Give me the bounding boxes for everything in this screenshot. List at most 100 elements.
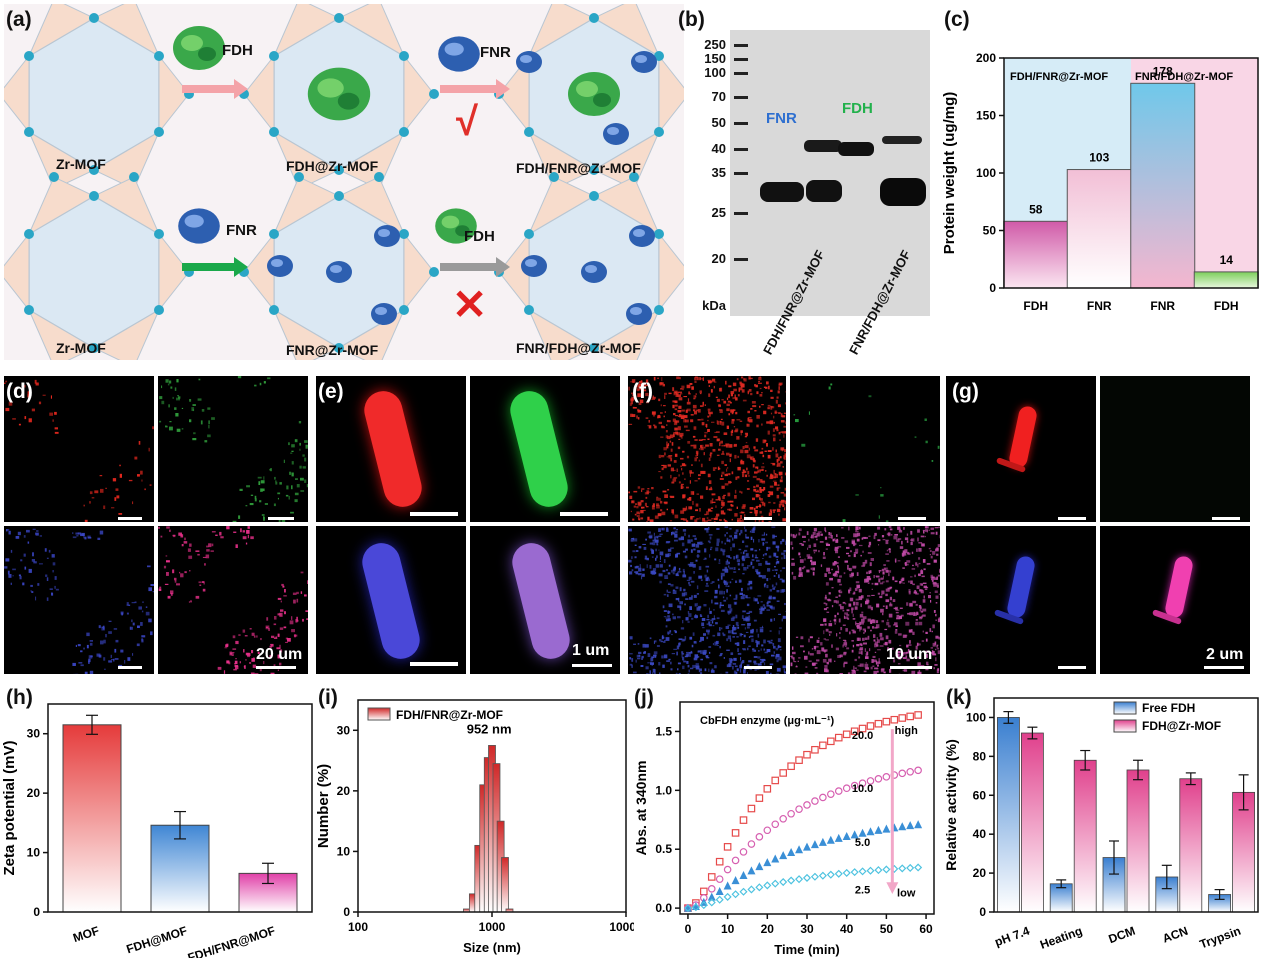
particle [777, 547, 779, 552]
particle [810, 567, 812, 570]
particle [112, 478, 117, 482]
particle [270, 644, 274, 647]
particle [722, 632, 724, 635]
particle [741, 556, 744, 560]
particle [731, 410, 734, 415]
panel-label-i: (i) [318, 686, 338, 709]
particle [654, 669, 656, 671]
particle [136, 643, 140, 647]
particle [128, 479, 133, 482]
particle [633, 505, 636, 508]
particle [791, 562, 795, 566]
particle [726, 589, 728, 593]
particle [743, 634, 746, 638]
particle [877, 526, 881, 530]
particle [756, 484, 759, 488]
particle [638, 567, 642, 572]
particle [681, 463, 686, 467]
particle [730, 431, 733, 434]
particle [922, 559, 926, 563]
particle [180, 573, 184, 578]
particle [837, 546, 842, 548]
particle [696, 593, 699, 595]
particle [767, 404, 771, 407]
particle [655, 564, 659, 568]
particle [772, 476, 777, 479]
particle [732, 625, 735, 628]
particle [813, 645, 817, 650]
particle [271, 635, 275, 638]
particle [280, 600, 282, 603]
particle [690, 506, 692, 510]
particle [224, 647, 228, 649]
particle [659, 498, 661, 501]
particle [747, 672, 748, 674]
particle [675, 553, 678, 558]
particle [924, 526, 928, 529]
particle [762, 455, 765, 458]
particle [744, 627, 746, 630]
particle [246, 485, 250, 488]
particle [189, 570, 191, 572]
particle [674, 427, 678, 431]
particle [14, 387, 17, 392]
particle [737, 455, 740, 458]
particle [269, 645, 272, 648]
particle [184, 571, 187, 574]
particle [921, 575, 925, 578]
particle [757, 633, 760, 638]
particle [696, 602, 698, 607]
particle [633, 671, 637, 674]
particle [760, 648, 762, 651]
panel-label-f: (f) [632, 380, 653, 403]
particle [714, 431, 717, 433]
particle [662, 490, 667, 493]
scale-label-e: 1 um [572, 642, 610, 659]
particle [707, 416, 710, 418]
particle [647, 662, 650, 664]
particle [708, 380, 712, 384]
data-point [795, 875, 804, 884]
x-tick-label: FDH@MOF [125, 924, 189, 957]
particle [906, 560, 911, 563]
particle [709, 443, 713, 447]
particle [824, 536, 828, 540]
particle [903, 652, 907, 655]
particle [693, 426, 697, 430]
particle [895, 653, 900, 656]
particle [779, 501, 782, 504]
particle [735, 627, 737, 630]
particle [778, 630, 780, 635]
data-point [842, 784, 851, 793]
particle [234, 664, 239, 667]
particle [707, 614, 709, 619]
particle [895, 629, 898, 631]
particle [911, 670, 916, 674]
particle [899, 546, 904, 549]
particle [682, 494, 685, 499]
particle [807, 547, 809, 550]
particle [810, 557, 813, 560]
particle [682, 472, 684, 475]
particle [673, 469, 676, 471]
particle [195, 595, 200, 599]
particle [687, 621, 690, 623]
particle [726, 581, 729, 584]
particle [756, 641, 760, 645]
particle [825, 603, 828, 606]
particle [750, 392, 753, 396]
particle [929, 554, 931, 556]
particle [936, 583, 939, 586]
particle [938, 593, 940, 595]
particle [895, 652, 898, 657]
particle [695, 559, 698, 562]
particle [119, 473, 122, 478]
particle [779, 473, 782, 476]
particle [711, 421, 715, 423]
particle [665, 555, 670, 558]
particle [642, 573, 645, 577]
particle [780, 500, 784, 504]
data-point [914, 863, 923, 872]
particle [755, 640, 758, 643]
particle [759, 489, 762, 493]
